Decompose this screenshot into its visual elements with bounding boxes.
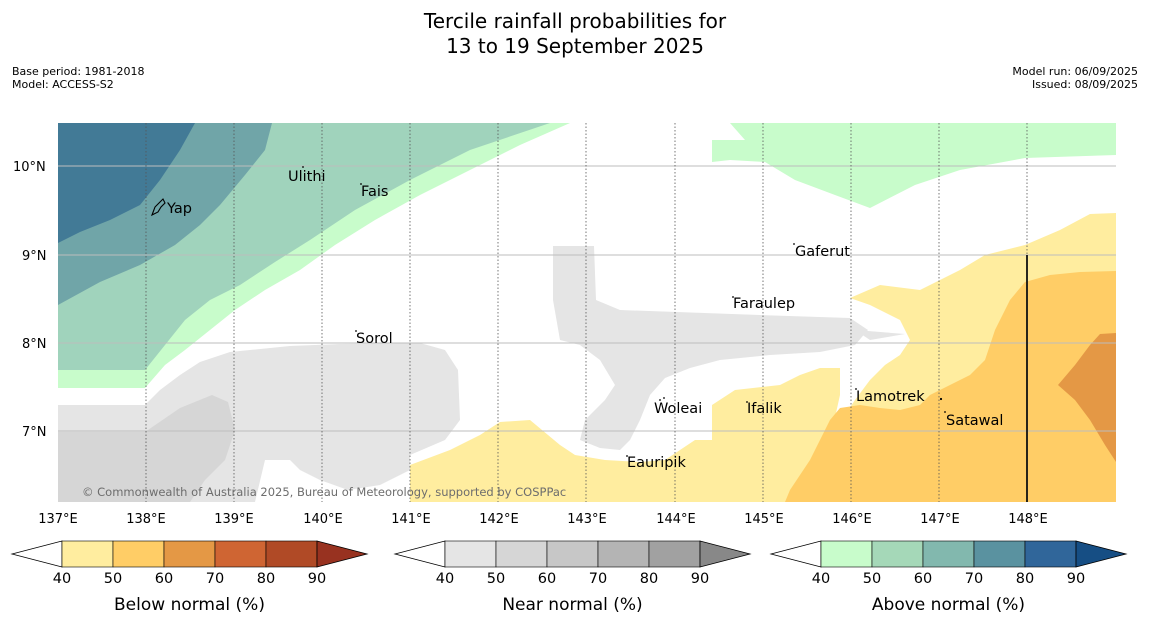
yap-island	[150, 198, 166, 217]
colorbar-above-segment	[922, 540, 975, 568]
lat-label-10n: 10°N	[13, 160, 46, 175]
colorbar-near: 40 50 60 70 80 90 Near normal (%)	[393, 540, 752, 615]
colorbar-below-segment	[112, 540, 165, 568]
model-name: Model: ACCESS-S2	[12, 78, 114, 91]
lon-label-143e: 143°E	[567, 512, 607, 527]
title-line-2: 13 to 19 September 2025	[446, 34, 704, 58]
meta-right: Model run: 06/09/2025 Issued: 08/09/2025	[1012, 65, 1138, 91]
lon-label-145e: 145°E	[744, 512, 784, 527]
colorbar-group: 40 50 60 70 80 90 Below normal (%) 40 50 60 70 80 90…	[10, 540, 1128, 615]
lon-label-139e: 139°E	[214, 512, 254, 527]
colorbar-above-segment	[871, 540, 924, 568]
colorbar-below-tick: 60	[155, 571, 173, 587]
colorbar-above-tick: 80	[1016, 571, 1034, 587]
colorbar-above-title: Above normal (%)	[872, 595, 1025, 615]
colorbar-below-tick: 50	[104, 571, 122, 587]
colorbar-below-segment	[265, 540, 318, 568]
colorbar-above-tick: 50	[863, 571, 881, 587]
above-70-region	[58, 123, 195, 243]
colorbar-near-tick: 90	[691, 571, 709, 587]
lat-label-8n: 8°N	[22, 337, 47, 352]
lon-label-142e: 142°E	[479, 512, 519, 527]
issued-date: Issued: 08/09/2025	[1031, 78, 1138, 91]
colorbar-near-segment	[495, 540, 548, 568]
place-fais: Fais	[361, 184, 388, 200]
colorbar-below-title: Below normal (%)	[114, 595, 265, 615]
near-40-region-speck	[786, 330, 810, 338]
colorbar-above-high-extension	[1075, 540, 1128, 568]
place-eauripik: Eauripik	[627, 455, 686, 471]
lon-label-140e: 140°E	[303, 512, 343, 527]
place-yap: Yap	[166, 201, 192, 217]
place-faraulep: Faraulep	[733, 296, 795, 312]
copyright-text: © Commonwealth of Australia 2025, Bureau…	[82, 485, 566, 499]
lon-label-148e: 148°E	[1008, 512, 1048, 527]
lat-axis: 10°N 9°N 8°N 7°N	[13, 160, 47, 440]
colorbar-below-tick: 80	[257, 571, 275, 587]
model-run: Model run: 06/09/2025	[1012, 65, 1138, 78]
colorbar-near-segment	[597, 540, 650, 568]
colorbar-below-segment	[163, 540, 216, 568]
colorbar-near-high-extension	[699, 540, 752, 568]
colorbar-above-tick: 90	[1067, 571, 1085, 587]
colorbar-below: 40 50 60 70 80 90 Below normal (%)	[10, 540, 369, 615]
colorbar-near-tick: 70	[589, 571, 607, 587]
below-50-region	[785, 271, 1116, 502]
lon-label-147e: 147°E	[920, 512, 960, 527]
place-ifalik: Ifalik	[747, 401, 782, 417]
near-40-region-central	[553, 246, 868, 450]
map-area: © Commonwealth of Australia 2025, Bureau…	[58, 123, 1116, 502]
near-50-region-west	[58, 395, 235, 502]
chart-title: Tercile rainfall probabilities for 13 to…	[0, 9, 1150, 59]
colorbar-above-segment	[1024, 540, 1077, 568]
place-woleai: Woleai	[654, 401, 702, 417]
lon-axis: 137°E 138°E 139°E 140°E 141°E 142°E 143°…	[38, 512, 1048, 527]
colorbar-above-segment	[820, 540, 873, 568]
below-40-region-south	[410, 368, 840, 502]
colorbar-above-low-extension	[769, 540, 822, 568]
colorbar-near-segment	[444, 540, 497, 568]
colorbar-below-low-extension	[10, 540, 63, 568]
colorbar-near-tick: 40	[436, 571, 454, 587]
colorbar-above-tick: 60	[914, 571, 932, 587]
colorbar-below-tick: 70	[206, 571, 224, 587]
near-40-region-tail	[855, 330, 905, 340]
colorbar-above-segment	[973, 540, 1026, 568]
colorbar-below-high-extension	[316, 540, 369, 568]
colorbar-below-tick: 40	[53, 571, 71, 587]
lat-label-7n: 7°N	[22, 425, 47, 440]
colorbar-above-tick: 70	[965, 571, 983, 587]
meta-left: Base period: 1981-2018 Model: ACCESS-S2	[12, 65, 144, 91]
colorbar-near-segment	[648, 540, 701, 568]
place-ulithi: Ulithi	[288, 169, 326, 185]
colorbar-above: 40 50 60 70 80 90 Above normal (%)	[769, 540, 1128, 615]
colorbar-near-tick: 80	[640, 571, 658, 587]
place-lamotrek: Lamotrek	[856, 389, 925, 405]
lon-label-141e: 141°E	[391, 512, 431, 527]
colorbar-below-tick: 90	[308, 571, 326, 587]
place-gaferut: Gaferut	[795, 244, 850, 260]
base-period: Base period: 1981-2018	[12, 65, 145, 78]
island-markers	[302, 166, 946, 457]
below-60-region	[1058, 333, 1116, 462]
colorbar-near-tick: 60	[538, 571, 556, 587]
colorbar-near-title: Near normal (%)	[502, 595, 642, 615]
place-sorol: Sorol	[356, 331, 393, 347]
colorbar-below-segment	[61, 540, 114, 568]
lon-label-146e: 146°E	[832, 512, 872, 527]
colorbar-above-tick: 40	[812, 571, 830, 587]
lon-label-137e: 137°E	[38, 512, 78, 527]
place-labels: Yap Ulithi Fais Sorol Gaferut Faraulep W…	[166, 169, 1003, 471]
title-line-1: Tercile rainfall probabilities for	[423, 9, 727, 33]
lon-label-138e: 138°E	[126, 512, 166, 527]
lon-label-144e: 144°E	[656, 512, 696, 527]
place-satawal: Satawal	[946, 413, 1003, 429]
lon-gridlines	[145, 123, 1028, 502]
colorbar-near-tick: 50	[487, 571, 505, 587]
colorbar-near-segment	[546, 540, 599, 568]
colorbar-below-segment	[214, 540, 267, 568]
lat-label-9n: 9°N	[22, 249, 47, 264]
colorbar-near-low-extension	[393, 540, 446, 568]
